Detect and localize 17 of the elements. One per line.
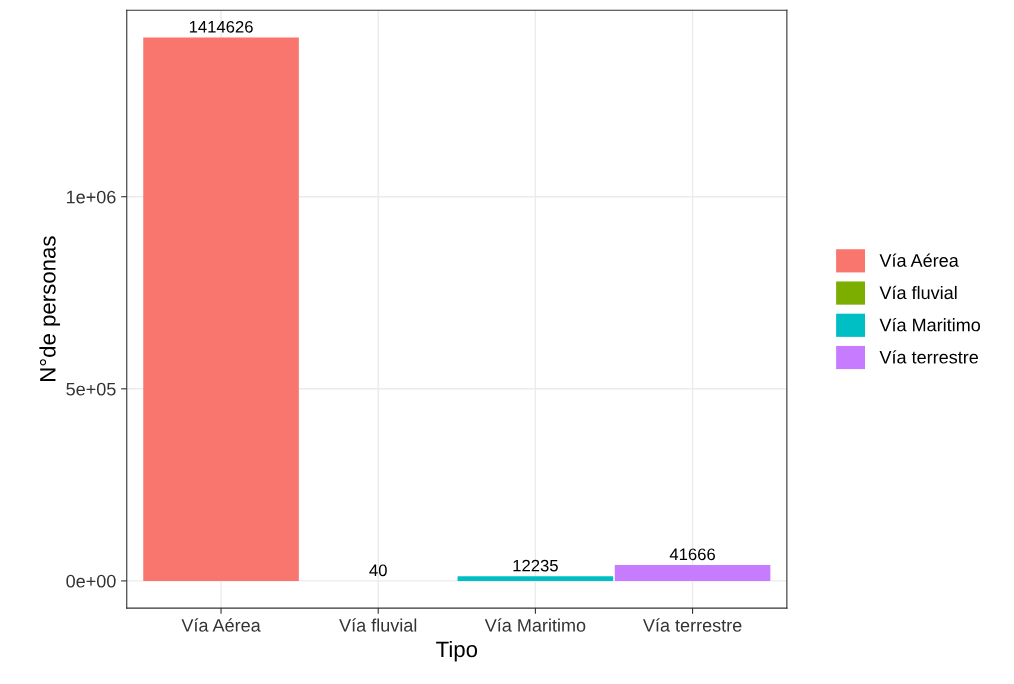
data-label: 40 — [369, 564, 387, 577]
y-axis-title: N°de personas — [39, 236, 61, 381]
legend-label: Vía terrestre — [879, 350, 978, 364]
x-tick-label: Vía fluvial — [339, 618, 417, 632]
x-tick-label: Vía Maritimo — [484, 618, 586, 632]
y-tick-label: 1e+06 — [67, 190, 116, 204]
data-label: 41666 — [669, 548, 715, 561]
data-label: 12235 — [513, 559, 558, 572]
x-tick-label: Vía terrestre — [642, 618, 742, 632]
legend-label: Vía Maritimo — [879, 317, 981, 332]
legend-label: Vía fluvial — [879, 285, 957, 300]
x-axis-title: Tipo — [436, 640, 478, 662]
legend-label: Vía Aérea — [879, 253, 959, 267]
y-tick-label: 0e+00 — [66, 574, 116, 588]
x-tick-label: Vía Aérea — [181, 618, 261, 632]
y-tick-label: 5e+05 — [66, 382, 116, 396]
data-label: 1414626 — [189, 20, 253, 33]
